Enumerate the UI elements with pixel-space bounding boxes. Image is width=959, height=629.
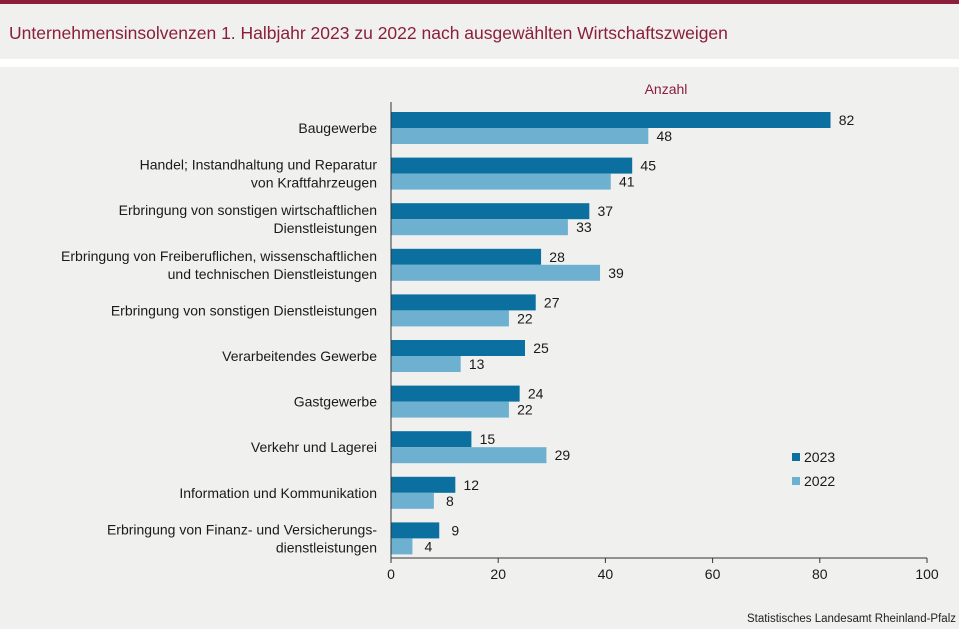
data-label-2022-6: 22 (517, 402, 533, 418)
data-label-2023-0: 82 (839, 112, 855, 128)
data-label-2023-1: 45 (640, 158, 656, 174)
data-label-2022-0: 48 (656, 128, 672, 144)
data-label-2023-3: 28 (549, 249, 565, 265)
top-rule (0, 0, 959, 4)
bar-2022-8 (391, 492, 434, 509)
data-label-2023-2: 37 (598, 203, 614, 219)
bar-2022-5 (391, 356, 461, 372)
bar-2022-6 (391, 401, 509, 418)
data-label-2023-7: 15 (480, 431, 496, 447)
x-tick-label-40: 40 (598, 566, 614, 582)
bar-2023-8 (391, 476, 456, 493)
data-label-2023-9: 9 (451, 522, 459, 538)
category-label-line: dienstleistungen (276, 539, 377, 555)
category-label-line: Verkehr und Lagerei (251, 439, 377, 455)
bar-2022-9 (391, 538, 413, 555)
chart-panel: Anzahl 82 48 Baugewerbe 45 41 Handel; Instandh… (0, 67, 959, 629)
data-label-2022-1: 41 (619, 174, 635, 190)
bar-2023-4 (391, 294, 536, 311)
category-label-line: Information und Kommunikation (179, 485, 377, 501)
data-label-2023-5: 25 (533, 340, 549, 356)
bar-2022-3 (391, 264, 601, 281)
data-label-2022-9: 4 (425, 538, 433, 554)
category-label-6: Gastgewerbe (294, 394, 377, 410)
bar-2022-2 (391, 219, 568, 236)
category-label-3: Erbringung von Freiberuflichen, wissensc… (61, 248, 377, 282)
x-tick-label-60: 60 (705, 566, 721, 582)
bar-2023-2 (391, 203, 590, 220)
category-label-line: Erbringung von Freiberuflichen, wissensc… (61, 248, 377, 264)
category-label-0: Baugewerbe (298, 120, 377, 136)
x-tick-label-0: 0 (387, 566, 395, 582)
bar-2023-9 (391, 522, 440, 539)
legend-swatch-2023 (792, 453, 800, 461)
header: Unternehmensinsolvenzen 1. Halbjahr 2023… (0, 4, 959, 59)
data-label-2022-8: 8 (446, 493, 454, 509)
x-tick-label-20: 20 (490, 566, 506, 582)
category-label-9: Erbringung von Finanz- und Versicherungs… (107, 521, 377, 555)
bar-2023-3 (391, 248, 542, 265)
bar-2023-1 (391, 157, 633, 174)
data-label-2022-5: 13 (469, 356, 485, 372)
legend-label-2023: 2023 (804, 449, 835, 465)
unit-label: Anzahl (645, 81, 688, 97)
bar-2022-4 (391, 310, 509, 327)
category-label-line: Gastgewerbe (294, 394, 377, 410)
category-label-line: Baugewerbe (298, 120, 377, 136)
data-label-2023-4: 27 (544, 294, 560, 310)
category-label-4: Erbringung von sonstigen Dienstleistunge… (111, 302, 377, 318)
legend-swatch-2022 (792, 477, 800, 485)
bar-2023-5 (391, 340, 525, 356)
x-tick-label-100: 100 (915, 566, 939, 582)
category-label-line: Dienstleistungen (273, 220, 377, 236)
data-label-2023-8: 12 (464, 477, 480, 493)
data-label-2022-7: 29 (555, 447, 571, 463)
category-label-line: von Kraftfahrzeugen (251, 175, 377, 191)
category-label-line: Erbringung von Finanz- und Versicherungs… (107, 521, 377, 537)
data-label-2023-6: 24 (528, 386, 544, 402)
separator (0, 59, 959, 67)
category-label-line: Erbringung von sonstigen Dienstleistunge… (111, 302, 377, 318)
bar-2022-0 (391, 128, 649, 144)
bar-2022-7 (391, 447, 547, 464)
category-label-5: Verarbeitendes Gewerbe (222, 348, 377, 364)
bar-2023-6 (391, 385, 520, 402)
bar-2022-1 (391, 173, 611, 190)
category-label-1: Handel; Instandhaltung und Reparatur von … (140, 157, 378, 191)
bar-2023-7 (391, 431, 472, 448)
data-label-2022-4: 22 (517, 310, 533, 326)
page-title: Unternehmensinsolvenzen 1. Halbjahr 2023… (9, 23, 728, 43)
bar-2023-0 (391, 112, 831, 128)
data-label-2022-3: 39 (608, 265, 624, 281)
category-label-7: Verkehr und Lagerei (251, 439, 377, 455)
category-label-2: Erbringung von sonstigen wirtschaftliche… (119, 202, 377, 236)
category-label-line: und technischen Dienstleistungen (168, 266, 377, 282)
category-label-line: Erbringung von sonstigen wirtschaftliche… (119, 202, 377, 218)
legend-label-2022: 2022 (804, 473, 835, 489)
category-label-8: Information und Kommunikation (179, 485, 377, 501)
category-label-line: Verarbeitendes Gewerbe (222, 348, 377, 364)
source-note: Statistisches Landesamt Rheinland-Pfalz (746, 613, 956, 625)
data-label-2022-2: 33 (576, 219, 592, 235)
category-label-line: Handel; Instandhaltung und Reparatur (140, 157, 378, 173)
x-tick-label-80: 80 (812, 566, 828, 582)
